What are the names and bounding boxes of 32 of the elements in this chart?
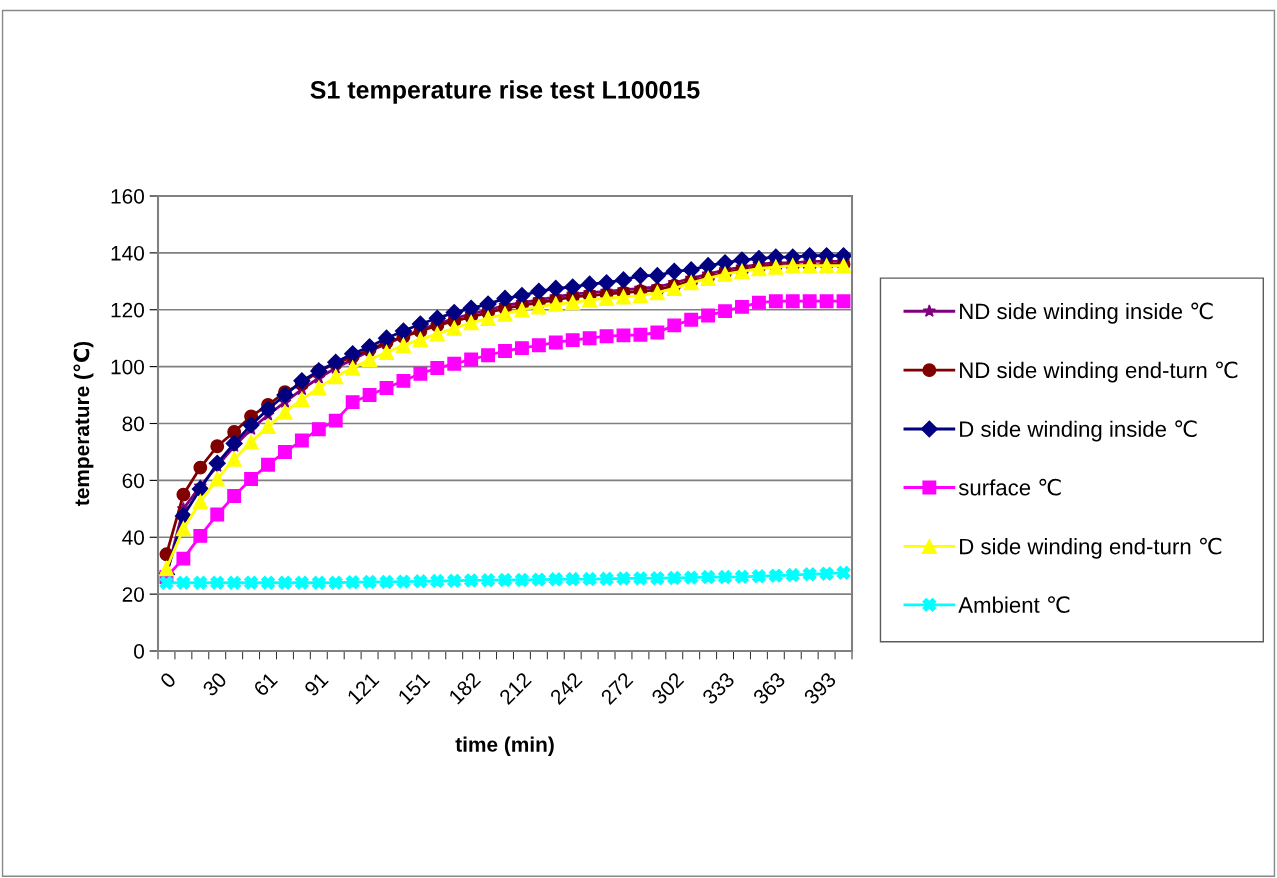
legend-label: ND side winding end-turn ℃ <box>960 361 1238 383</box>
y-axis-title: temperature (℃) <box>73 341 94 506</box>
y-tick-label: 0 <box>134 644 144 659</box>
x-tick-label: 121 <box>346 671 380 705</box>
legend-label: surface ℃ <box>958 478 1061 496</box>
legend-label: D side winding inside ℃ <box>960 420 1197 442</box>
x-tick-label: 333 <box>701 671 736 706</box>
y-tick-label: 160 <box>111 189 144 204</box>
x-tick-label: 272 <box>600 671 634 705</box>
y-tick-label: 120 <box>111 302 144 318</box>
x-tick-label: 363 <box>752 671 786 706</box>
x-tick-label: 212 <box>498 671 532 705</box>
x-tick-label: 30 <box>201 671 228 698</box>
y-tick-label: 60 <box>122 473 144 489</box>
x-tick-label: 0 <box>159 671 177 689</box>
x-axis-title: time (min) <box>455 736 554 756</box>
x-tick-label: 242 <box>549 671 583 705</box>
legend-label: Ambient ℃ <box>958 596 1070 613</box>
x-tick-label: 393 <box>802 671 837 706</box>
y-tick-label: 140 <box>111 245 144 261</box>
y-tick-label: 20 <box>122 587 144 602</box>
x-tick-label: 91 <box>303 671 329 697</box>
x-tick-label: 182 <box>448 671 482 705</box>
y-tick-label: 40 <box>122 530 144 545</box>
x-tick-label: 61 <box>252 671 279 697</box>
y-tick-label: 100 <box>111 359 144 375</box>
chart-title: S1 temperature rise test L100015 <box>310 80 700 104</box>
legend-label: D side winding end-turn ℃ <box>960 537 1222 559</box>
legend-label: ND side winding inside ℃ <box>960 302 1213 324</box>
x-tick-label: 302 <box>650 671 685 706</box>
y-tick-label: 80 <box>122 416 144 432</box>
x-tick-label: 151 <box>397 671 431 705</box>
